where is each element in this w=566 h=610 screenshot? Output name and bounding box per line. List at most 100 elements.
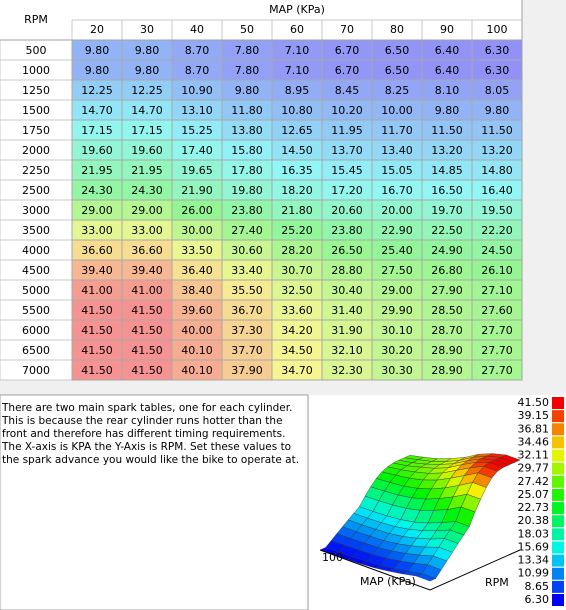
cell-value: 26.50: [331, 244, 363, 257]
cell-value: 9.80: [135, 64, 160, 77]
cell-value: 21.95: [81, 164, 113, 177]
cell-value: 41.50: [81, 364, 113, 377]
cell-value: 13.40: [381, 144, 413, 157]
legend-swatch: [552, 502, 564, 515]
cell-value: 40.10: [181, 344, 213, 357]
cell-value: 27.50: [381, 264, 413, 277]
cell-value: 22.50: [431, 224, 463, 237]
rpm-label: 3500: [22, 224, 50, 237]
cell-value: 36.60: [81, 244, 113, 257]
cell-value: 33.60: [281, 304, 313, 317]
cell-value: 9.80: [235, 84, 260, 97]
column-label: 50: [240, 23, 254, 36]
cell-value: 41.50: [131, 304, 163, 317]
legend-label: 22.73: [518, 501, 550, 514]
cell-value: 30.40: [331, 284, 363, 297]
cell-value: 37.70: [231, 344, 263, 357]
rpm-label: 1000: [22, 64, 50, 77]
legend-swatch: [552, 567, 564, 580]
description-panel: [0, 394, 309, 610]
cell-value: 6.40: [435, 44, 460, 57]
cell-value: 6.30: [485, 44, 510, 57]
cell-value: 30.20: [381, 344, 413, 357]
surface-patch: [415, 573, 437, 582]
cell-value: 41.50: [131, 324, 163, 337]
table: MAP (KPa) RPM 20 30 40 50 60 70 80 90 100 500 9.80 9.…: [0, 0, 523, 381]
cell-value: 10.20: [331, 104, 363, 117]
cell-value: 24.90: [431, 244, 463, 257]
cell-value: 10.80: [281, 104, 313, 117]
cell-value: 8.70: [185, 64, 210, 77]
legend-swatch: [552, 554, 564, 567]
cell-value: 8.70: [185, 44, 210, 57]
legend-label: 8.65: [525, 580, 550, 593]
cell-value: 39.60: [181, 304, 213, 317]
cell-value: 31.90: [331, 324, 363, 337]
cell-value: 19.60: [81, 144, 113, 157]
legend-swatch: [552, 475, 564, 488]
x-end-label: 100: [322, 551, 343, 564]
surface-plot: 100 MAP (KPa) RPM 41.5039.1536.8134.4632.11…: [319, 396, 564, 606]
cell-value: 15.25: [181, 124, 213, 137]
cell-value: 9.80: [85, 64, 110, 77]
cell-value: 17.15: [131, 124, 163, 137]
cell-value: 13.20: [431, 144, 463, 157]
cell-value: 22.20: [481, 224, 513, 237]
legend-label: 13.34: [518, 554, 550, 567]
cell-value: 41.50: [131, 364, 163, 377]
cell-value: 16.70: [381, 184, 413, 197]
cell-value: 14.80: [481, 164, 513, 177]
legend-label: 34.46: [518, 435, 550, 448]
cell-value: 11.50: [481, 124, 513, 137]
cell-value: 21.95: [131, 164, 163, 177]
cell-value: 30.60: [231, 244, 263, 257]
cell-value: 27.70: [481, 364, 513, 377]
cell-value: 13.10: [181, 104, 213, 117]
legend-swatch: [552, 515, 564, 528]
legend-label: 10.99: [518, 567, 550, 580]
cell-value: 12.65: [281, 124, 313, 137]
cell-value: 27.10: [481, 284, 513, 297]
description-line: There are two main spark tables, one for…: [1, 402, 292, 414]
column-label: 100: [487, 23, 508, 36]
cell-value: 17.80: [231, 164, 263, 177]
cell-value: 24.30: [81, 184, 113, 197]
description: There are two main spark tables, one for…: [1, 402, 299, 466]
cell-value: 9.80: [485, 104, 510, 117]
cell-value: 8.05: [485, 84, 510, 97]
cell-value: 36.40: [181, 264, 213, 277]
cell-value: 9.80: [85, 44, 110, 57]
cell-value: 29.90: [381, 304, 413, 317]
cell-value: 40.10: [181, 364, 213, 377]
cell-value: 19.60: [131, 144, 163, 157]
cell-value: 27.40: [231, 224, 263, 237]
column-label: 90: [440, 23, 454, 36]
cell-value: 7.10: [285, 64, 310, 77]
cell-value: 8.95: [285, 84, 310, 97]
description-line: the spark advance you would like the bik…: [2, 454, 299, 466]
cell-value: 12.25: [131, 84, 163, 97]
cell-value: 41.50: [81, 344, 113, 357]
y-axis-label: RPM: [485, 576, 509, 589]
column-label: 20: [90, 23, 104, 36]
cell-value: 19.65: [181, 164, 213, 177]
cell-value: 14.50: [281, 144, 313, 157]
cell-value: 32.30: [331, 364, 363, 377]
legend-label: 32.11: [518, 449, 550, 462]
cell-value: 32.50: [281, 284, 313, 297]
cell-value: 28.90: [431, 344, 463, 357]
cell-value: 24.50: [481, 244, 513, 257]
cell-value: 28.70: [431, 324, 463, 337]
cell-value: 20.00: [381, 204, 413, 217]
cell-value: 32.10: [331, 344, 363, 357]
rpm-label: 2250: [22, 164, 50, 177]
cell-value: 17.40: [181, 144, 213, 157]
cell-value: 13.70: [331, 144, 363, 157]
column-label: 40: [190, 23, 204, 36]
cell-value: 28.80: [331, 264, 363, 277]
cell-value: 6.70: [335, 64, 360, 77]
cell-value: 37.90: [231, 364, 263, 377]
cell-value: 41.50: [81, 304, 113, 317]
cell-value: 34.50: [281, 344, 313, 357]
